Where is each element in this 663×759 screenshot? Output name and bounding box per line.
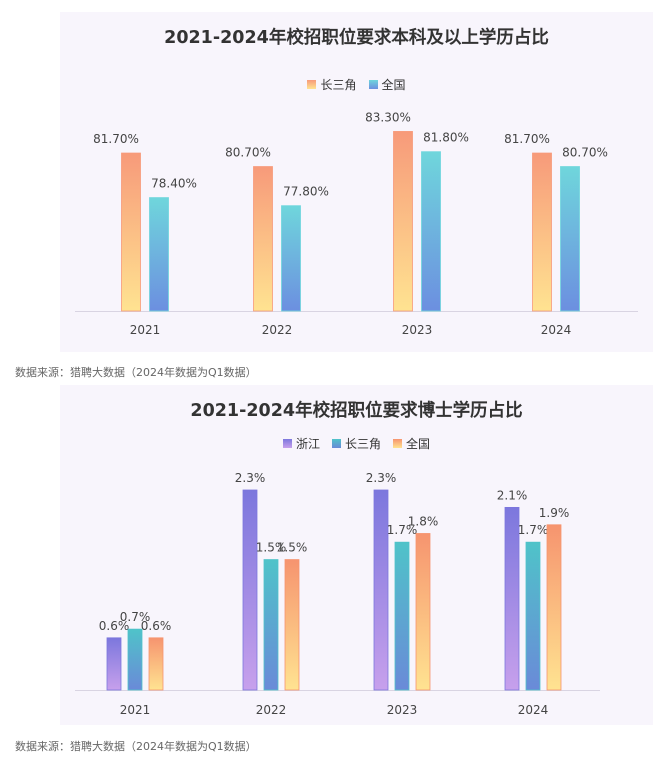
data-label: 1.7% bbox=[387, 523, 418, 537]
data-label: 1.5% bbox=[256, 541, 287, 555]
legend-label: 长三角 bbox=[344, 437, 381, 451]
data-source-note: 数据来源：猎聘大数据（2024年数据为Q1数据） bbox=[15, 740, 257, 753]
data-source-note: 数据来源：猎聘大数据（2024年数据为Q1数据） bbox=[15, 366, 257, 379]
data-label: 1.7% bbox=[518, 523, 549, 537]
legend-item: 全国 bbox=[393, 435, 430, 452]
data-label: 80.70% bbox=[562, 146, 608, 160]
legend-item: 浙江 bbox=[282, 435, 320, 452]
bar-浙江-2023 bbox=[373, 489, 389, 691]
chart-panel-phd: 2021-2024年校招职位要求博士学历占比 浙江 长三角 全国 0.6% 0.7… bbox=[60, 385, 653, 725]
bar-全国-2024 bbox=[560, 166, 580, 312]
data-label: 78.40% bbox=[151, 177, 197, 191]
bar-chart-bachelor: 81.70% 78.40% 2021 80.70% 77.80% 2022 83.30% 81… bbox=[75, 110, 638, 337]
legend-item: 长三角 bbox=[331, 435, 381, 452]
chart-panel-bachelor: 2021-2024年校招职位要求本科及以上学历占比 长三角 全国 81.70% 7… bbox=[60, 12, 653, 352]
bar-长三角-2023 bbox=[393, 131, 413, 312]
bar-浙江-2022 bbox=[242, 489, 258, 691]
data-label: 2.3% bbox=[235, 471, 266, 485]
legend-swatch bbox=[393, 439, 402, 448]
x-tick-label: 2023 bbox=[402, 323, 433, 337]
bar-长三角-2024 bbox=[525, 541, 541, 691]
bar-全国-2021 bbox=[149, 197, 169, 312]
data-label: 1.8% bbox=[408, 514, 439, 528]
x-tick-label: 2022 bbox=[256, 703, 287, 717]
bar-全国-2022 bbox=[281, 205, 301, 312]
data-label: 81.70% bbox=[504, 132, 550, 146]
data-label: 2.1% bbox=[497, 488, 528, 502]
x-tick-label: 2022 bbox=[262, 323, 293, 337]
bar-浙江-2021 bbox=[106, 637, 122, 691]
x-tick-label: 2024 bbox=[541, 323, 572, 337]
data-label: 0.6% bbox=[99, 619, 130, 633]
bar-长三角-2021 bbox=[121, 152, 141, 312]
legend-swatch bbox=[368, 80, 378, 89]
data-label: 0.7% bbox=[120, 610, 151, 624]
legend-swatch bbox=[282, 439, 292, 448]
x-tick-label: 2021 bbox=[120, 703, 151, 717]
bar-长三角-2022 bbox=[263, 559, 279, 691]
bar-长三角-2024 bbox=[532, 152, 552, 312]
legend-label: 全国 bbox=[406, 437, 431, 451]
x-tick-label: 2024 bbox=[518, 703, 549, 717]
bar-长三角-2023 bbox=[394, 541, 410, 691]
chart-title: 2021-2024年校招职位要求本科及以上学历占比 bbox=[164, 28, 549, 48]
chart-legend: 长三角 全国 bbox=[60, 76, 653, 93]
chart-title: 2021-2024年校招职位要求博士学历占比 bbox=[190, 401, 523, 421]
bar-chart-phd: 0.6%0.7%0.6% 2021 2.3% 1.5%1.5% 2022 2.3% 1.7%… bbox=[75, 471, 600, 717]
bar-全国-2021 bbox=[148, 637, 164, 691]
data-label: 81.70% bbox=[93, 132, 139, 146]
legend-swatch bbox=[307, 80, 317, 89]
legend-item: 全国 bbox=[368, 76, 406, 93]
bar-浙江-2024 bbox=[504, 506, 520, 691]
data-label: 0.6% bbox=[141, 619, 172, 633]
data-label: 81.80% bbox=[423, 131, 469, 145]
chart-legend: 浙江 长三角 全国 bbox=[60, 435, 653, 452]
legend-label: 全国 bbox=[381, 78, 406, 92]
legend-item: 长三角 bbox=[307, 76, 357, 93]
x-tick-label: 2021 bbox=[130, 323, 161, 337]
legend-swatch bbox=[331, 439, 341, 448]
data-label: 77.80% bbox=[283, 185, 329, 199]
legend-label: 浙江 bbox=[295, 437, 320, 451]
bar-全国-2022 bbox=[284, 559, 300, 691]
data-label: 2.3% bbox=[366, 471, 397, 485]
data-label: 1.9% bbox=[539, 506, 570, 520]
bar-长三角-2021 bbox=[127, 628, 143, 691]
data-label: 80.70% bbox=[225, 146, 271, 160]
bar-全国-2023 bbox=[421, 151, 441, 312]
bar-全国-2024 bbox=[546, 524, 562, 691]
data-label: 83.30% bbox=[365, 110, 411, 124]
bar-全国-2023 bbox=[415, 533, 431, 691]
x-tick-label: 2023 bbox=[387, 703, 418, 717]
legend-label: 长三角 bbox=[320, 78, 357, 92]
data-label: 1.5% bbox=[277, 541, 308, 555]
bar-长三角-2022 bbox=[253, 166, 273, 312]
